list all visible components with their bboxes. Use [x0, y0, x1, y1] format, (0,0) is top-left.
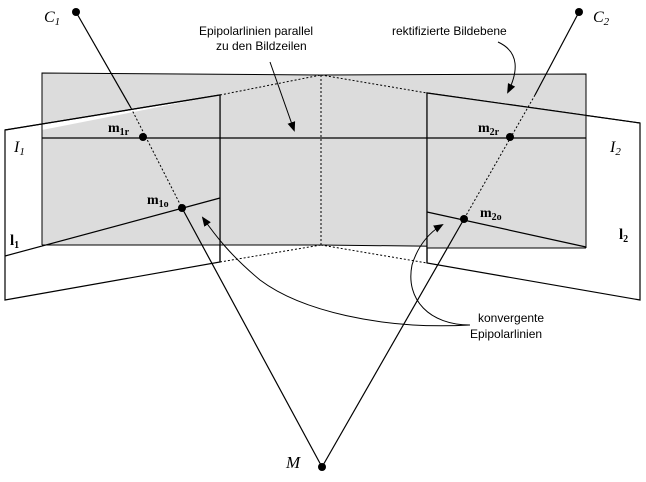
- label-convergent-2: Epipolarlinien: [470, 327, 542, 341]
- arrow-convergent-left: [201, 216, 471, 327]
- ray-c1-solid: [75, 11, 132, 109]
- label-l1: l1: [10, 233, 19, 251]
- label-i1: I1: [13, 139, 25, 158]
- rectified-fold-top-right: [320, 74, 428, 94]
- ray-c2-lower: [321, 218, 465, 468]
- point-m1o: [178, 204, 186, 212]
- ray-c2-solid: [534, 11, 580, 96]
- arrow-epipolar-parallel: [269, 61, 296, 132]
- image-plane-i2-edge: [426, 92, 641, 263]
- label-c2: C2: [593, 9, 610, 28]
- point-c1: [72, 8, 80, 16]
- label-m2o: m2o: [480, 206, 502, 223]
- rectified-fold-bottom-left: [219, 244, 322, 263]
- label-i2: I2: [609, 139, 621, 158]
- label-epipolar-parallel-2: zu den Bildzeilen: [216, 39, 307, 53]
- ray-c1-lower: [181, 207, 323, 468]
- rectified-plane-overlap-left: [42, 95, 220, 245]
- label-m1r: m1r: [108, 121, 130, 138]
- label-m1o: m1o: [147, 193, 169, 210]
- label-l2: l2: [619, 227, 628, 245]
- point-m: [318, 463, 326, 471]
- epipolar-line-l2: [426, 211, 587, 248]
- point-m2o: [460, 215, 468, 223]
- label-epipolar-parallel-1: Epipolarlinien parallel: [199, 24, 313, 38]
- point-m1r: [139, 133, 147, 141]
- label-convergent-1: konvergente: [478, 311, 544, 325]
- rectified-plane-overlap-right: [427, 93, 586, 248]
- point-c2: [575, 8, 583, 16]
- label-c1: C1: [44, 9, 60, 28]
- label-point-m: M: [285, 453, 301, 472]
- arrow-convergent-right: [410, 223, 471, 326]
- label-m2r: m2r: [478, 121, 500, 138]
- ray-c1-dotted: [130, 107, 183, 209]
- rectified-fold-bottom-right: [320, 244, 428, 264]
- point-m2r: [506, 133, 514, 141]
- label-rectified-plane: rektifizierte Bildebene: [392, 24, 507, 38]
- rectified-fold-top-left: [219, 74, 322, 96]
- arrow-rectified-plane: [497, 41, 516, 94]
